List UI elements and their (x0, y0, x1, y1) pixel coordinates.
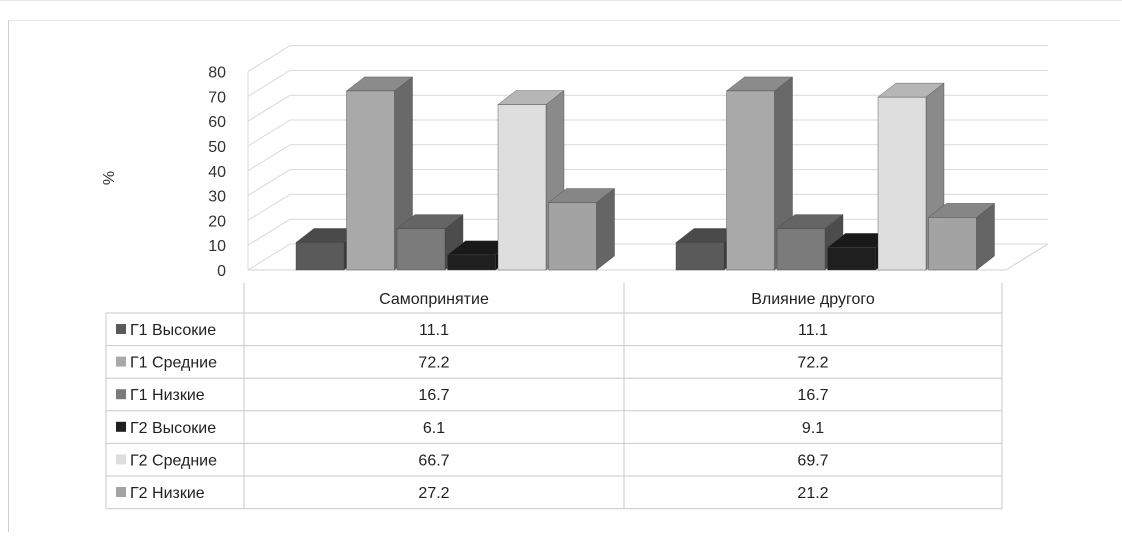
data-table: Самопринятие Влияние другого Г1 Высокие 11.… (105, 283, 1003, 510)
legend-key (116, 389, 126, 400)
bar-front (295, 242, 345, 271)
legend-key (116, 356, 126, 367)
legend-key (116, 324, 126, 334)
bar (877, 82, 945, 271)
bars (295, 76, 996, 271)
data-label: 66.7 (418, 452, 449, 469)
category-header: Самопринятие (379, 291, 489, 308)
y-tick-label: 20 (208, 213, 226, 230)
data-label: 72.2 (418, 355, 449, 372)
y-tick-label: 50 (208, 139, 226, 156)
gridline-side (247, 45, 291, 73)
y-tick-label: 80 (208, 65, 226, 82)
table-row: Г2 Средние 66.7 69.7 (116, 452, 829, 469)
gridline-side (247, 243, 291, 271)
data-label: 72.2 (797, 355, 828, 372)
y-tick-label: 70 (208, 89, 226, 106)
bar-front (548, 202, 597, 271)
bar-side (596, 188, 615, 271)
gridline-side (247, 119, 291, 147)
bar-front (776, 228, 826, 271)
gridline-side (247, 94, 291, 122)
bar-front (928, 217, 977, 271)
bar-front (675, 242, 725, 271)
y-axis: 0 10 20 30 40 50 60 70 80% (101, 65, 226, 280)
data-label: 6.1 (423, 420, 445, 437)
bar-front (827, 247, 876, 271)
bar (927, 203, 996, 271)
legend-key (116, 487, 126, 497)
gridline-side (247, 193, 291, 221)
bar (547, 188, 616, 271)
y-tick-label: 0 (217, 263, 226, 280)
gridline-side (247, 218, 291, 246)
bar (396, 214, 464, 271)
series-name: Г1 Средние (130, 355, 217, 372)
y-tick-label: 40 (208, 164, 226, 181)
table-row: Г1 Средние 72.2 72.2 (116, 355, 829, 372)
floor-right-edge (1005, 243, 1049, 271)
data-label: 27.2 (418, 485, 449, 502)
y-axis-label: % (101, 171, 118, 185)
bar-front (726, 90, 775, 271)
table-row: Г2 Низкие 27.2 21.2 (116, 485, 829, 502)
series-name: Г1 Высокие (130, 322, 216, 339)
series-name: Г2 Высокие (130, 420, 216, 437)
gridline-side (247, 69, 291, 97)
series-name: Г2 Низкие (130, 485, 205, 502)
data-label: 16.7 (797, 387, 828, 404)
chart-frame (8, 20, 1120, 532)
gridline-side (247, 144, 291, 172)
data-label: 11.1 (798, 322, 828, 339)
table-row: Г1 Низкие 16.7 16.7 (116, 387, 829, 404)
table-row: Г1 Высокие 11.1 11.1 (116, 322, 828, 339)
legend-key (116, 421, 126, 432)
table-row: Г2 Высокие 6.1 9.1 (116, 420, 824, 437)
data-label: 16.7 (418, 387, 449, 404)
bar-front (447, 254, 496, 271)
data-label: 21.2 (797, 485, 828, 502)
y-tick-label: 60 (208, 114, 226, 131)
y-tick-label: 10 (208, 238, 226, 255)
category-header: Влияние другого (751, 291, 875, 308)
bar-front (346, 90, 395, 271)
bar-front (497, 104, 547, 271)
top-border (0, 0, 1122, 1)
data-label: 11.1 (419, 322, 449, 339)
data-label: 69.7 (797, 452, 828, 469)
data-label: 9.1 (802, 420, 824, 437)
gridline-side (247, 169, 291, 197)
legend-key (116, 454, 126, 465)
bar-front (396, 228, 446, 271)
bar-front (877, 96, 927, 271)
series-name: Г1 Низкие (130, 387, 205, 404)
y-tick-label: 30 (208, 189, 226, 206)
series-name: Г2 Средние (130, 452, 217, 469)
